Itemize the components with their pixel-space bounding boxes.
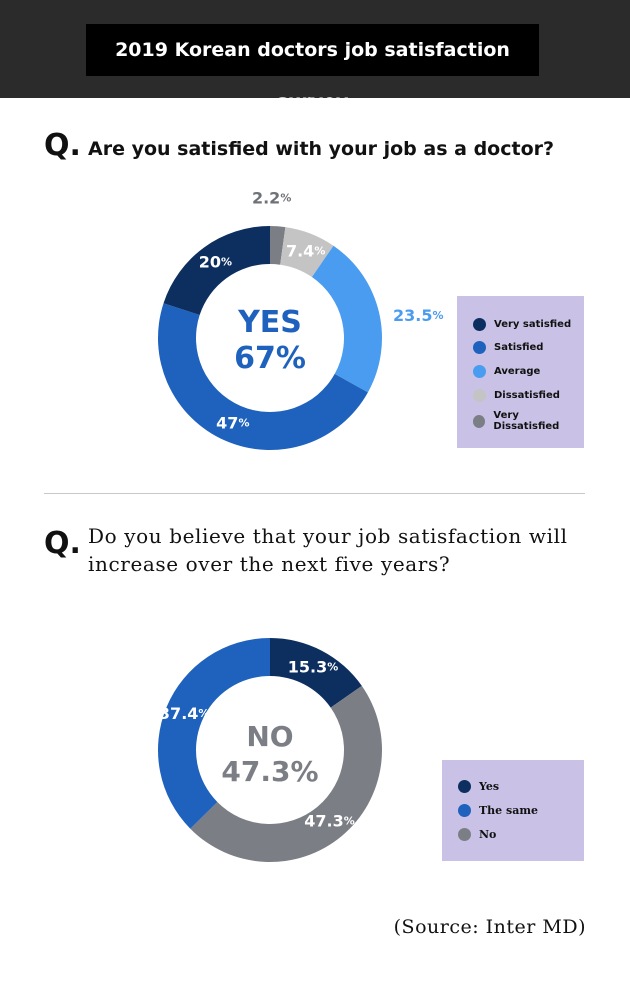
question-mark-1: Q. [44,128,81,163]
legend-swatch [458,779,471,793]
slice-value-label: 37.4% [159,704,210,723]
legend-item: Very satisfied [473,316,571,332]
center-label-yes: YES [237,305,302,340]
question-1-text: Are you satisfied with your job as a doc… [88,138,555,160]
donut-chart-satisfaction: 2.2% 7.4% 23.5% 47% 20% [157,188,444,451]
slice-value-label: 20% [199,252,232,271]
legend-item: Average [473,363,540,379]
legend-swatch [473,340,486,354]
legend-item: The same [458,802,538,818]
legend-swatch [473,317,486,331]
legend-label: Dissatisfied [494,389,560,401]
legend-item: Satisfied [473,339,543,355]
slice-value-label: 15.3% [288,657,339,676]
donut-slice-no [190,685,383,863]
donut-slice-very-satisfied [163,226,270,316]
legend-label: Average [494,365,541,377]
donut-slice-average [311,245,383,393]
legend-label: Yes [479,779,500,793]
page-title: 2019 Korean doctors job satisfaction sur… [86,24,539,113]
legend-swatch [458,803,471,817]
legend-outlook: Yes The same No [442,760,584,861]
legend-swatch [458,827,471,841]
legend-label: No [479,827,497,841]
legend-item: Dissatisfied [473,387,560,403]
legend-item: Yes [458,778,499,794]
legend-label: Very satisfied [494,318,572,330]
slice-value-label: 47.3% [304,811,355,830]
center-label-yes-percent: 67% [234,341,306,376]
donut-slice-satisfied [157,303,368,451]
source-note: (Source: Inter MD) [393,916,586,938]
donut-slice-the-same [157,638,270,829]
center-label-no: NO [246,720,293,753]
slice-value-label: 2.2% [252,188,291,207]
center-label-no-percent: 47.3% [221,755,318,788]
question-mark-2: Q. [44,526,81,561]
legend-satisfaction: Very satisfied Satisfied Average Dissati… [457,296,584,448]
legend-swatch [473,388,486,402]
legend-swatch [473,364,486,378]
slice-value-label: 7.4% [286,241,325,260]
slice-value-label: 47% [216,413,249,432]
legend-item: Very Dissatisfied [473,410,584,432]
legend-label: Satisfied [494,341,544,353]
legend-label: The same [479,803,538,817]
slice-value-label: 23.5% [393,305,444,324]
legend-label: Very Dissatisfied [493,410,560,432]
donut-slice-yes [270,638,362,708]
legend-swatch [473,414,486,428]
donut-chart-outlook: 15.3% 47.3% 37.4% [157,638,383,863]
donut-slice-very-dissatisfied [270,226,286,265]
question-2-text: Do you believe that your job satisfactio… [88,524,568,576]
legend-item: No [458,826,496,842]
section-divider [44,493,585,494]
donut-slice-dissatisfied [280,227,334,278]
